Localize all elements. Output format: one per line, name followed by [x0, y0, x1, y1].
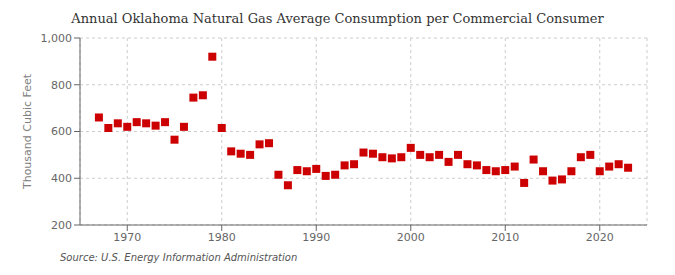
svg-text:800: 800	[51, 79, 72, 92]
svg-text:200: 200	[51, 219, 72, 232]
svg-text:400: 400	[51, 172, 72, 185]
svg-text:600: 600	[51, 125, 72, 138]
svg-text:1980: 1980	[208, 231, 236, 244]
svg-text:2010: 2010	[491, 231, 519, 244]
svg-text:2000: 2000	[397, 231, 425, 244]
svg-text:2020: 2020	[586, 231, 614, 244]
svg-text:Thousand Cubic Feet: Thousand Cubic Feet	[21, 73, 34, 190]
html-text:Annual Oklahoma Natural Gas Av: Annual Oklahoma Natural Gas Average Cons…	[71, 11, 604, 26]
svg-text:1990: 1990	[302, 231, 330, 244]
html-text:Source: U.S. Energy Informatio: Source: U.S. Energy Information Administ…	[60, 252, 298, 263]
svg-text:1,000: 1,000	[41, 32, 73, 45]
svg-text:1970: 1970	[113, 231, 141, 244]
